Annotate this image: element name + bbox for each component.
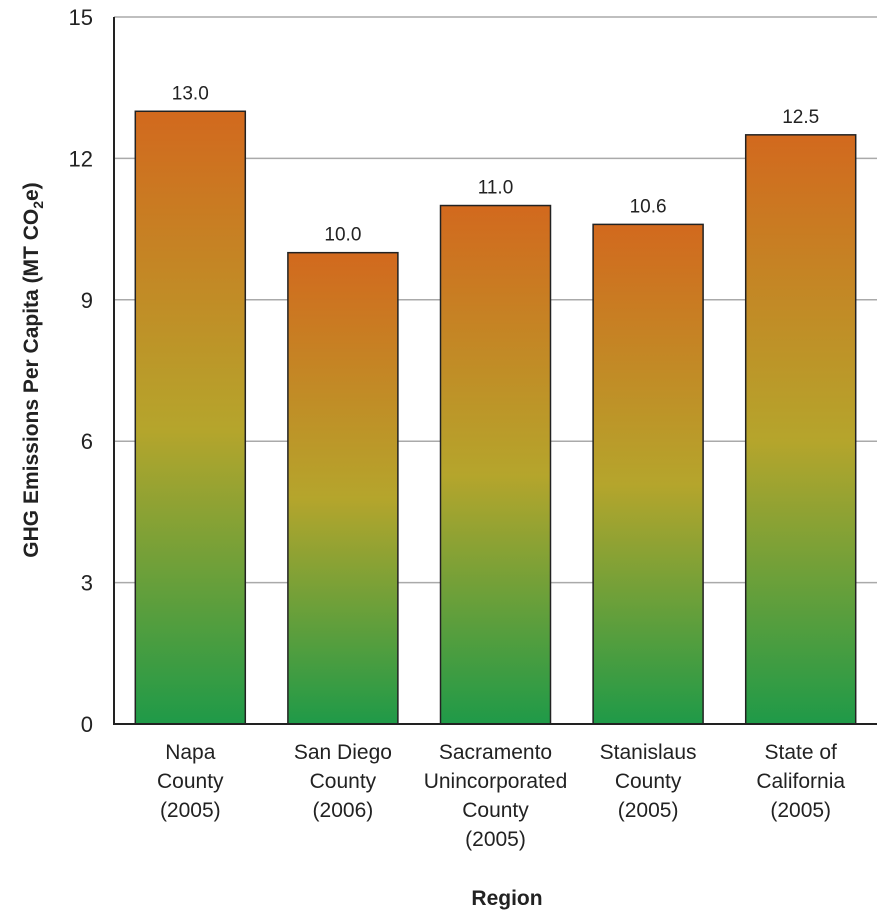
data-label-0: 13.0 — [172, 83, 209, 104]
y-axis-title: GHG Emissions Per Capita (MT CO2e) — [20, 182, 46, 557]
bar-3 — [592, 223, 704, 725]
x-tick-label-4: State of California (2005) — [756, 741, 845, 822]
y-axis-title-main: GHG Emissions Per Capita (MT CO — [20, 209, 43, 558]
x-tick-label-2: Sacramento Unincorporated County (2005) — [424, 741, 568, 851]
x-tick-label-1: San Diego County (2006) — [294, 741, 392, 822]
x-tick-label-0: Napa County (2005) — [157, 741, 224, 822]
y-axis-title-subscript: 2 — [30, 201, 46, 209]
bar-0 — [134, 110, 247, 725]
y-tick-label-0: 0 — [81, 712, 93, 737]
bar-1 — [287, 251, 399, 725]
data-label-3: 10.6 — [630, 196, 667, 217]
labels: 0 3 6 9 12 15 13.0 Napa County (2005) 10.0 San Dieg… — [69, 5, 846, 851]
data-label-1: 10.0 — [324, 225, 361, 246]
y-tick-label-6: 6 — [81, 429, 93, 454]
data-label-2: 11.0 — [478, 178, 514, 199]
y-tick-label-15: 15 — [69, 5, 93, 30]
bar-2 — [439, 204, 552, 725]
bar-4 — [744, 134, 857, 725]
x-tick-label-3: Stanislaus County (2005) — [600, 741, 697, 822]
y-tick-label-12: 12 — [69, 146, 93, 171]
x-axis-title: Region — [471, 887, 542, 910]
y-tick-label-9: 9 — [81, 288, 93, 313]
axes — [113, 17, 877, 725]
bars — [134, 110, 857, 725]
y-tick-label-3: 3 — [81, 571, 93, 596]
data-label-4: 12.5 — [782, 107, 819, 128]
y-axis-title-suffix: e) — [20, 182, 43, 201]
